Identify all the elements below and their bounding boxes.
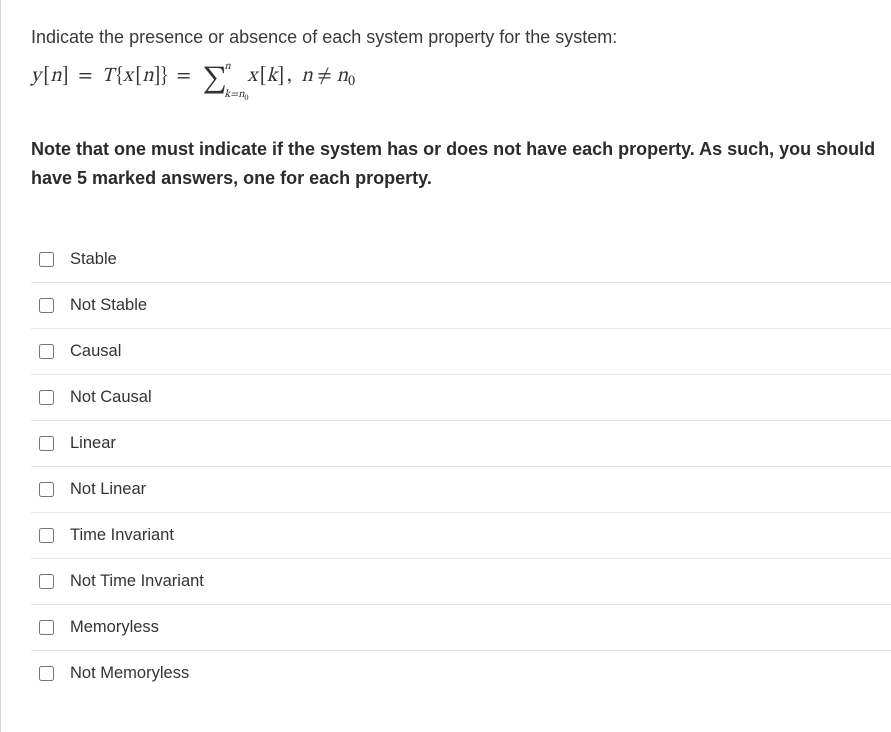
option-row[interactable]: Linear xyxy=(31,421,891,467)
option-checkbox[interactable] xyxy=(39,344,54,359)
option-label: Not Causal xyxy=(70,388,152,407)
option-row[interactable]: Not Time Invariant xyxy=(31,559,891,605)
option-label: Linear xyxy=(70,434,116,453)
option-checkbox[interactable] xyxy=(39,390,54,405)
option-row[interactable]: Not Linear xyxy=(31,467,891,513)
option-row[interactable]: Not Memoryless xyxy=(31,651,891,696)
option-label: Not Memoryless xyxy=(70,664,189,683)
option-checkbox[interactable] xyxy=(39,528,54,543)
option-checkbox[interactable] xyxy=(39,252,54,267)
option-label: Not Stable xyxy=(70,296,147,315)
option-checkbox[interactable] xyxy=(39,574,54,589)
options-list: Stable Not Stable Causal Not Causal Line… xyxy=(31,237,891,696)
option-row[interactable]: Memoryless xyxy=(31,605,891,651)
option-label: Stable xyxy=(70,250,117,269)
option-label: Not Time Invariant xyxy=(70,572,204,591)
question-prompt: Indicate the presence or absence of each… xyxy=(31,24,891,50)
question-page: Indicate the presence or absence of each… xyxy=(0,0,891,732)
option-row[interactable]: Causal xyxy=(31,329,891,375)
option-row[interactable]: Stable xyxy=(31,237,891,283)
equation: y [n] = T {x [n]} = ∑ n k=n0 x [k] , n ≠… xyxy=(31,64,891,95)
option-checkbox[interactable] xyxy=(39,436,54,451)
option-label: Causal xyxy=(70,342,121,361)
option-label: Memoryless xyxy=(70,618,159,637)
option-checkbox[interactable] xyxy=(39,298,54,313)
question-note: Note that one must indicate if the syste… xyxy=(31,135,891,193)
option-label: Not Linear xyxy=(70,480,146,499)
option-row[interactable]: Time Invariant xyxy=(31,513,891,559)
option-row[interactable]: Not Stable xyxy=(31,283,891,329)
option-checkbox[interactable] xyxy=(39,482,54,497)
option-checkbox[interactable] xyxy=(39,666,54,681)
option-checkbox[interactable] xyxy=(39,620,54,635)
option-label: Time Invariant xyxy=(70,526,174,545)
option-row[interactable]: Not Causal xyxy=(31,375,891,421)
